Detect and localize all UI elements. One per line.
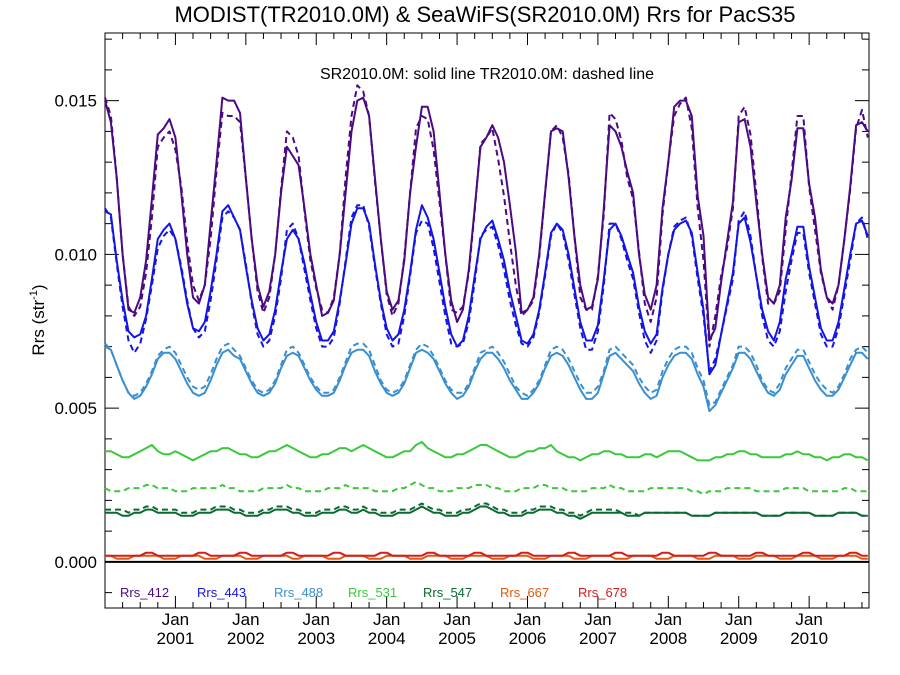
y-tick-label: 0.005 — [54, 399, 97, 418]
series-line-rrs-443-solid — [104, 204, 869, 376]
x-tick-month-label: Jan — [514, 610, 541, 629]
x-tick-year-label: 2006 — [509, 629, 547, 648]
y-axis-label-close: ) — [29, 284, 48, 290]
series-line-rrs-547-solid — [105, 505, 868, 520]
x-tick-year-label: 2002 — [227, 629, 265, 648]
legend-entry: Rrs_412 — [120, 585, 169, 600]
x-tick-month-label: Jan — [303, 610, 330, 629]
x-tick-year-label: 2004 — [368, 629, 406, 648]
legend-entry: Rrs_678 — [578, 585, 627, 600]
x-tick-month-label: Jan — [795, 610, 822, 629]
x-tick-year-label: 2003 — [297, 629, 335, 648]
series-line-rrs-678-solid — [105, 551, 868, 557]
x-tick-month-label: Jan — [443, 610, 470, 629]
legend-entry: Rrs_531 — [348, 585, 397, 600]
series-line-rrs-531-dashed — [104, 480, 868, 496]
x-tick-month-label: Jan — [584, 610, 611, 629]
x-tick-year-label: 2008 — [649, 629, 687, 648]
series-line-rrs-488-dashed — [104, 342, 869, 407]
y-axis-label-text: Rrs (str — [29, 300, 48, 356]
y-axis-label-superscript: -1 — [28, 290, 40, 300]
x-tick-year-label: 2007 — [579, 629, 617, 648]
series-line-rrs-412-dashed — [104, 84, 869, 348]
plot-frame — [104, 32, 870, 609]
y-tick-label: 0.010 — [54, 245, 97, 264]
legend-entry: Rrs_547 — [423, 585, 472, 600]
plot-area: 0.0000.0050.0100.015Jan2001Jan2002Jan200… — [54, 32, 870, 648]
x-tick-month-label: Jan — [725, 610, 752, 629]
series-line-rrs-547-dashed — [105, 502, 868, 517]
x-tick-month-label: Jan — [373, 610, 400, 629]
series-line-rrs-412-solid — [104, 96, 869, 342]
legend-entry: Rrs_488 — [274, 585, 323, 600]
x-tick-year-label: 2005 — [438, 629, 476, 648]
legend-entry: Rrs_667 — [500, 585, 549, 600]
line-style-annotation: SR2010.0M: solid line TR2010.0M: dashed … — [320, 66, 654, 83]
x-tick-year-label: 2010 — [790, 629, 828, 648]
y-tick-label: 0.000 — [54, 553, 97, 572]
legend-entry: Rrs_443 — [197, 585, 246, 600]
x-tick-year-label: 2009 — [720, 629, 758, 648]
x-tick-month-label: Jan — [232, 610, 259, 629]
series-line-rrs-531-solid — [105, 441, 869, 462]
chart-title: MODIST(TR2010.0M) & SeaWiFS(SR2010.0M) R… — [174, 2, 795, 27]
x-tick-year-label: 2001 — [157, 629, 195, 648]
series-line-rrs-488-solid — [104, 345, 869, 413]
y-tick-label: 0.015 — [54, 92, 97, 111]
x-tick-month-label: Jan — [655, 610, 682, 629]
x-tick-month-label: Jan — [162, 610, 189, 629]
svg-text:Rrs (str-1): Rrs (str-1) — [28, 284, 48, 355]
y-axis-label: Rrs (str-1) — [28, 284, 48, 355]
